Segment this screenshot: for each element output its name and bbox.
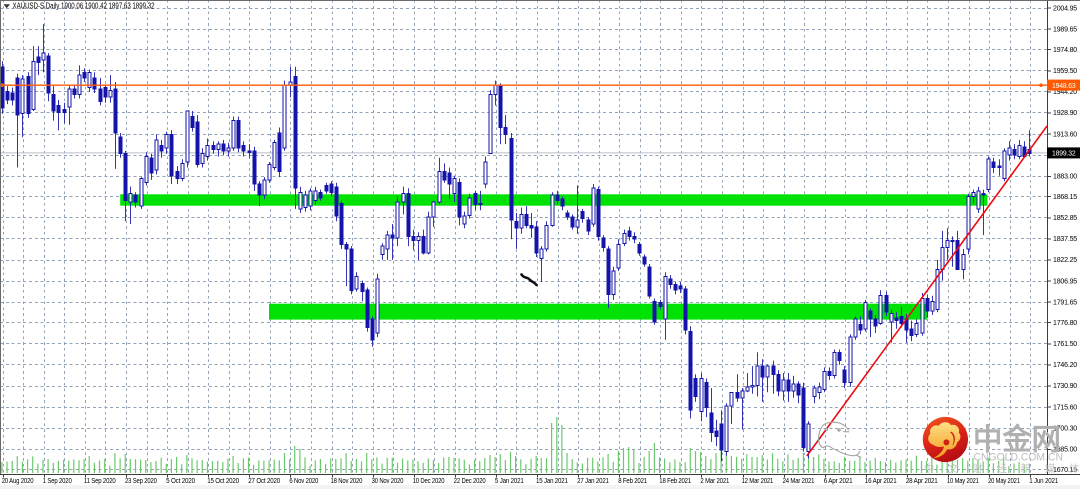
svg-text:8 Feb 2021: 8 Feb 2021 [618, 476, 647, 485]
svg-text:媒: 媒 [1045, 462, 1056, 475]
svg-text:1837.55: 1837.55 [1053, 234, 1077, 243]
svg-text:1730.90: 1730.90 [1053, 381, 1077, 390]
svg-text:15 Oct 2020: 15 Oct 2020 [207, 476, 239, 485]
svg-text:5 Jan 2021: 5 Jan 2021 [495, 476, 524, 485]
svg-text:1746.20: 1746.20 [1053, 360, 1077, 369]
svg-text:5 Oct 2020: 5 Oct 2020 [166, 476, 195, 485]
svg-text:2 Mar 2021: 2 Mar 2021 [700, 476, 729, 485]
svg-text:10 May 2021: 10 May 2021 [947, 476, 979, 485]
svg-text:15 Jan 2021: 15 Jan 2021 [536, 476, 568, 485]
svg-text:1868.15: 1868.15 [1053, 192, 1077, 201]
svg-text:1974.80: 1974.80 [1053, 45, 1077, 54]
svg-text:1715.60: 1715.60 [1053, 402, 1077, 411]
svg-text:1822.25: 1822.25 [1053, 255, 1077, 264]
svg-text:30 Nov 2020: 30 Nov 2020 [372, 476, 404, 485]
svg-text:体: 体 [1069, 463, 1080, 475]
svg-text:文: 文 [948, 462, 959, 475]
svg-text:1948.63: 1948.63 [1052, 81, 1076, 90]
svg-text:27 Jan 2021: 27 Jan 2021 [577, 476, 609, 485]
svg-text:1685.00: 1685.00 [1053, 445, 1077, 454]
svg-text:18 Nov 2020: 18 Nov 2020 [331, 476, 363, 485]
svg-text:1989.65: 1989.65 [1053, 24, 1077, 33]
svg-text:11 Sep 2020: 11 Sep 2020 [84, 476, 116, 485]
svg-text:1 Jun 2021: 1 Jun 2021 [1029, 476, 1058, 485]
svg-text:1928.90: 1928.90 [1053, 108, 1077, 117]
svg-text:1 Sep 2020: 1 Sep 2020 [43, 476, 72, 485]
svg-text:6 Nov 2020: 6 Nov 2020 [289, 476, 318, 485]
svg-text:2004.95: 2004.95 [1053, 3, 1077, 12]
svg-text:27 Oct 2020: 27 Oct 2020 [248, 476, 280, 485]
svg-text:1776.80: 1776.80 [1053, 318, 1077, 327]
svg-text:24 Mar 2021: 24 Mar 2021 [783, 476, 815, 485]
svg-text:20 May 2021: 20 May 2021 [988, 476, 1020, 485]
svg-text:23 Sep 2020: 23 Sep 2020 [125, 476, 157, 485]
svg-text:22 Dec 2020: 22 Dec 2020 [454, 476, 486, 485]
svg-text:1959.50: 1959.50 [1053, 66, 1077, 75]
svg-text:1761.50: 1761.50 [1053, 339, 1077, 348]
svg-text:财: 财 [972, 462, 983, 475]
svg-text:XAUUSD-S,Daily 1900.06 1900.42: XAUUSD-S,Daily 1900.06 1900.42 1897.63 1… [13, 2, 155, 11]
svg-text:1883.00: 1883.00 [1053, 172, 1077, 181]
svg-text:1913.60: 1913.60 [1053, 129, 1077, 138]
svg-text:1944.20: 1944.20 [1053, 87, 1077, 96]
svg-text:12 Mar 2021: 12 Mar 2021 [742, 476, 774, 485]
svg-text:1806.95: 1806.95 [1053, 276, 1077, 285]
svg-text:新: 新 [1021, 462, 1032, 475]
svg-text:经: 经 [996, 462, 1007, 475]
svg-text:CNGOLD.COM.CN: CNGOLD.COM.CN [974, 451, 1064, 463]
svg-text:1852.85: 1852.85 [1053, 213, 1077, 222]
svg-text:28 Apr 2021: 28 Apr 2021 [906, 476, 938, 485]
svg-text:1791.65: 1791.65 [1053, 297, 1077, 306]
svg-text:6 Apr 2021: 6 Apr 2021 [824, 476, 853, 485]
svg-text:20 Aug 2020: 20 Aug 2020 [2, 476, 34, 485]
svg-text:18 Feb 2021: 18 Feb 2021 [659, 476, 691, 485]
svg-text:中金网: 中金网 [973, 423, 1061, 457]
svg-text:1899.32: 1899.32 [1052, 149, 1076, 158]
svg-text:1670.15: 1670.15 [1053, 465, 1077, 474]
svg-text:10 Dec 2020: 10 Dec 2020 [413, 476, 445, 485]
svg-text:中: 中 [924, 462, 935, 475]
svg-text:1700.30: 1700.30 [1053, 423, 1077, 432]
svg-text:16 Apr 2021: 16 Apr 2021 [865, 476, 897, 485]
